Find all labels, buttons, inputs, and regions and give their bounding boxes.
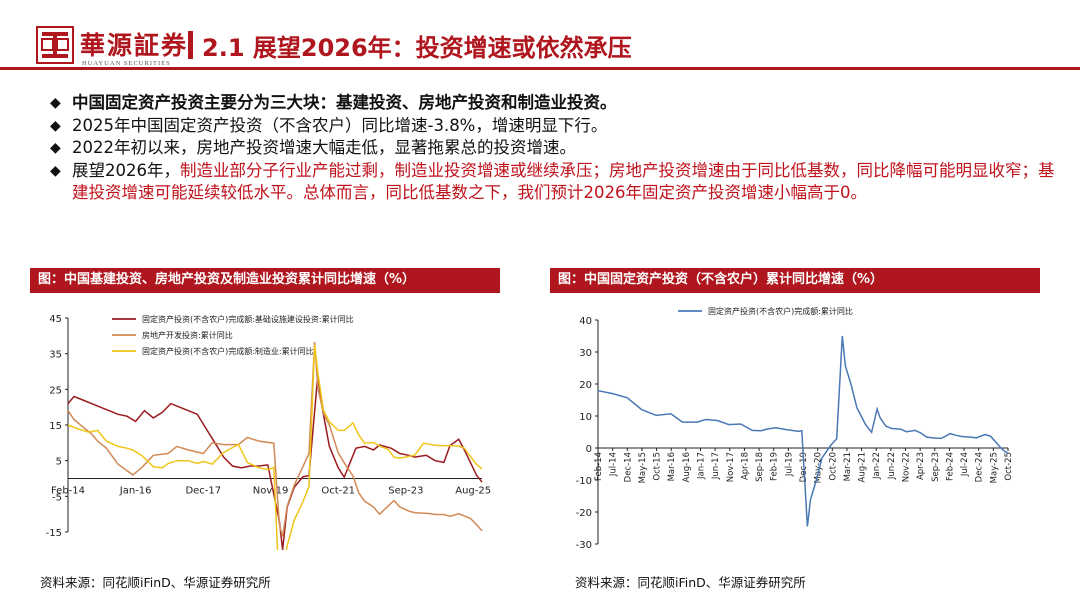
x-tick-label: Jul-24 (960, 452, 970, 477)
x-tick-label: May-20 (814, 452, 824, 483)
x-tick-label: Jan-22 (872, 452, 882, 480)
x-tick-label: Apr-18 (740, 452, 750, 480)
x-tick-label: Feb-14 (51, 486, 85, 497)
y-tick-label: 40 (579, 316, 592, 327)
bullet-item: ◆ 中国固定资产投资主要分为三大块：基建投资、房地产投资和制造业投资。 (50, 92, 1060, 115)
bullet-item: ◆ 2025年中国固定资产投资（不含农户）同比增速-3.8%，增速明显下行。 (50, 115, 1060, 138)
y-tick-label: 15 (49, 421, 62, 432)
logo-text: 華源証券 (80, 31, 189, 60)
title-accent-bar (188, 31, 193, 59)
logo-subtitle: HUAYUAN SECURITIES (82, 60, 171, 67)
series-line (67, 345, 483, 550)
x-tick-label: Aug-21 (858, 452, 868, 482)
x-tick-label: Dec-17 (185, 486, 221, 497)
x-tick-label: Aug-25 (455, 486, 491, 497)
y-tick-label: 30 (579, 348, 592, 359)
legend-label: 固定资产投资(不含农户)完成额:制造业:累计同比 (142, 346, 314, 356)
y-tick-label: -15 (46, 528, 62, 539)
bullet-item: ◆ 2022年初以来，房地产投资增速大幅走低，显著拖累总的投资增速。 (50, 137, 1060, 160)
x-tick-label: Nov-19 (253, 486, 289, 497)
x-tick-label: Jan-16 (119, 486, 152, 497)
y-tick-label: -10 (576, 476, 592, 487)
diamond-bullet-icon: ◆ (50, 140, 61, 156)
x-tick-label: May-15 (638, 452, 648, 483)
x-tick-label: Jan-17 (697, 452, 707, 480)
legend-label: 房地产开发投资:累计同比 (142, 330, 233, 340)
bullet-text: 中国固定资产投资主要分为三大块：基建投资、房地产投资和制造业投资。 (72, 93, 617, 112)
x-tick-label: Sep-18 (755, 452, 765, 482)
series-line (67, 341, 483, 537)
bullet-list: ◆ 中国固定资产投资主要分为三大块：基建投资、房地产投资和制造业投资。 ◆ 2025… (50, 92, 1060, 205)
bullet-highlight-text: 制造业部分子行业产能过剩，制造业投资增速或继续承压；房地产投资增速由于同比低基数… (72, 160, 1055, 203)
y-tick-label: -30 (576, 540, 592, 551)
x-tick-label: Oct-21 (321, 486, 355, 497)
x-tick-label: Sep-23 (388, 486, 423, 497)
y-tick-label: 5 (56, 457, 62, 468)
y-tick-label: 0 (586, 444, 592, 455)
x-tick-label: Mar-21 (843, 452, 853, 481)
x-tick-label: Feb-19 (770, 452, 780, 481)
x-tick-label: Oct-20 (828, 452, 838, 481)
left-chart-source: 资料来源：同花顺iFinD、华源证券研究所 (40, 575, 271, 590)
x-tick-label: Nov-22 (902, 452, 912, 482)
y-tick-label: 25 (49, 385, 62, 396)
x-tick-label: Feb-14 (594, 452, 604, 481)
page-title: 2.1 展望2026年：投资增速或依然承压 (202, 34, 632, 62)
x-tick-label: May-25 (989, 452, 999, 483)
y-tick-label: -5 (52, 492, 62, 503)
bullet-item: ◆ 展望2026年，制造业部分子行业产能过剩，制造业投资增速或继续承压；房地产投资… (50, 160, 1060, 205)
legend-label: 固定资产投资(不含农户)完成额:基础设施建设投资:累计同比 (142, 314, 354, 324)
bullet-text: 2025年中国固定资产投资（不含农户）同比增速-3.8%，增速明显下行。 (72, 115, 608, 135)
y-tick-label: 10 (579, 412, 592, 423)
x-tick-label: Jul-19 (784, 452, 794, 477)
y-tick-label: 35 (49, 350, 62, 361)
left-line-chart: -15 -5 5 15 25 35 45 Feb-14 Jan-16 Dec-17 Nov-19 Oc… (46, 314, 491, 550)
bullet-text: 2022年初以来，房地产投资增速大幅走低，显著拖累总的投资增速。 (72, 138, 576, 157)
x-tick-label: Jun-17 (711, 452, 721, 480)
x-tick-label: Nov-17 (726, 452, 736, 482)
x-tick-label: Oct-15 (653, 452, 663, 481)
x-tick-label: Apr-23 (916, 452, 926, 480)
legend-label: 固定资产投资(不含农户)完成额:累计同比 (708, 306, 853, 316)
x-tick-label: Feb-24 (945, 452, 955, 481)
x-tick-label: Jun-22 (887, 452, 897, 480)
huayuan-logo-icon (36, 26, 74, 64)
x-tick-label: Jul-14 (609, 452, 619, 477)
diamond-bullet-icon: ◆ (50, 117, 61, 134)
x-tick-label: Dec-24 (975, 452, 985, 482)
header-divider (0, 67, 1080, 70)
x-tick-label: Aug-16 (682, 452, 692, 482)
x-tick-label: Mar-16 (667, 452, 677, 481)
right-line-chart: -30 -20 -10 0 10 20 30 40 Feb-14 Jul-14 Dec-14 May-… (576, 306, 1014, 551)
x-tick-label: Dec-14 (623, 452, 633, 482)
y-tick-label: 45 (49, 314, 62, 325)
right-chart-source: 资料来源：同花顺iFinD、华源证券研究所 (575, 575, 806, 590)
right-chart-rule (550, 292, 1040, 293)
bullet-prefix: 展望2026年， (72, 160, 180, 180)
diamond-bullet-icon: ◆ (50, 162, 61, 179)
y-tick-label: 20 (579, 380, 592, 391)
diamond-bullet-icon: ◆ (50, 95, 61, 111)
series-line (597, 335, 1009, 527)
left-chart-title: 图：中国基建投资、房地产投资及制造业投资累计同比增速（%） (30, 268, 500, 292)
x-tick-label: Oct-25 (1004, 452, 1014, 481)
y-tick-label: -20 (576, 508, 592, 519)
series-line (67, 374, 483, 550)
x-tick-label: Sep-23 (931, 452, 941, 482)
right-chart-title: 图：中国固定资产投资（不含农户）累计同比增速（%） (550, 268, 1040, 292)
left-chart-rule (30, 292, 500, 293)
